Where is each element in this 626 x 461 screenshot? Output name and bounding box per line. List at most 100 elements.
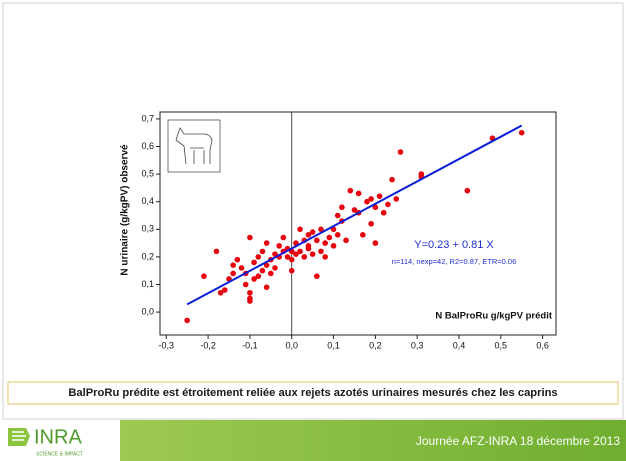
y-tick-label: 0,4 — [141, 196, 154, 206]
y-tick-label: 0,0 — [141, 306, 154, 316]
point — [334, 232, 341, 238]
y-tick-label: 0,3 — [141, 224, 154, 234]
point — [372, 240, 379, 246]
point — [263, 284, 270, 291]
goat-icon — [167, 119, 221, 173]
x-tick-label: 0,2 — [369, 340, 382, 350]
y-tick-label: 0,2 — [141, 251, 154, 261]
point — [184, 317, 190, 324]
y-tick-label: 0,5 — [141, 168, 154, 178]
point — [238, 265, 245, 271]
point — [518, 129, 525, 136]
point — [247, 295, 253, 302]
point — [263, 240, 270, 246]
point — [372, 204, 379, 211]
point — [242, 281, 249, 288]
point — [314, 273, 320, 280]
point — [280, 234, 287, 241]
point — [230, 262, 236, 268]
point — [230, 270, 236, 277]
x-tick-label: -0,3 — [159, 340, 175, 350]
y-axis-title: N urinaire (g/kgPV) observé — [120, 144, 131, 276]
point — [318, 226, 324, 233]
point — [347, 187, 354, 194]
point — [288, 267, 295, 274]
point — [376, 193, 383, 199]
point — [268, 270, 274, 277]
point — [293, 251, 299, 257]
point — [322, 240, 328, 246]
x-tick-label: 0,0 — [285, 340, 298, 350]
point — [385, 201, 391, 208]
point — [222, 287, 228, 293]
point — [326, 234, 333, 241]
point — [305, 245, 312, 252]
point — [217, 289, 224, 296]
point — [389, 176, 395, 183]
logo-text: INRA — [34, 426, 82, 448]
point — [464, 187, 471, 194]
point — [393, 196, 400, 202]
point — [255, 254, 262, 260]
equation: Y=0.23 + 0.81 X — [414, 239, 494, 251]
logo-mark — [8, 428, 30, 446]
point — [247, 289, 253, 296]
point — [301, 254, 308, 260]
point — [259, 248, 266, 255]
stats: n=114, nexp=42, R2=0.87, ETR=0.06 — [392, 257, 517, 266]
point — [334, 212, 341, 219]
point — [255, 273, 262, 280]
x-tick-label: -0,2 — [200, 340, 216, 350]
regression-line — [186, 124, 523, 306]
caption-box — [7, 381, 619, 405]
point — [272, 265, 278, 271]
point — [251, 259, 257, 266]
point — [314, 237, 320, 244]
caption: BalProRu prédite est étroitement reliée … — [68, 387, 557, 399]
point — [251, 276, 257, 282]
point — [259, 267, 266, 274]
point — [263, 262, 270, 268]
point — [368, 196, 374, 202]
point — [318, 248, 324, 255]
point — [201, 273, 207, 280]
y-tick-label: 0,7 — [141, 113, 154, 123]
x-tick-label: 0,4 — [453, 340, 466, 350]
footer-text: Journée AFZ-INRA 18 décembre 2013 — [416, 434, 620, 448]
point — [272, 251, 278, 257]
point — [297, 248, 303, 255]
x-tick-label: 0,1 — [327, 340, 340, 350]
point — [288, 256, 295, 263]
point — [330, 243, 337, 249]
logo-subtext: SCIENCE & IMPACT — [36, 451, 83, 457]
point — [351, 207, 358, 213]
plot-area — [159, 111, 557, 336]
point — [368, 220, 374, 227]
point — [343, 237, 349, 244]
point — [297, 226, 303, 233]
x-tick-label: 0,6 — [536, 340, 549, 350]
point — [247, 234, 253, 241]
point — [309, 251, 316, 257]
point — [360, 232, 366, 238]
point — [355, 190, 362, 197]
point — [309, 229, 316, 235]
point — [339, 204, 345, 211]
point — [364, 198, 370, 205]
point — [276, 243, 282, 249]
point — [322, 254, 328, 260]
point — [380, 209, 387, 216]
x-axis-title: N BalProRu g/kgPV prédit — [435, 311, 552, 322]
point — [234, 256, 241, 263]
x-tick-label: 0,5 — [495, 340, 508, 350]
y-tick-label: 0,6 — [141, 141, 154, 151]
point — [305, 232, 312, 238]
point — [213, 248, 220, 255]
x-tick-label: -0,1 — [242, 340, 258, 350]
x-tick-label: 0,3 — [411, 340, 424, 350]
point — [284, 254, 291, 260]
point — [397, 149, 404, 155]
y-tick-label: 0,1 — [141, 279, 154, 289]
